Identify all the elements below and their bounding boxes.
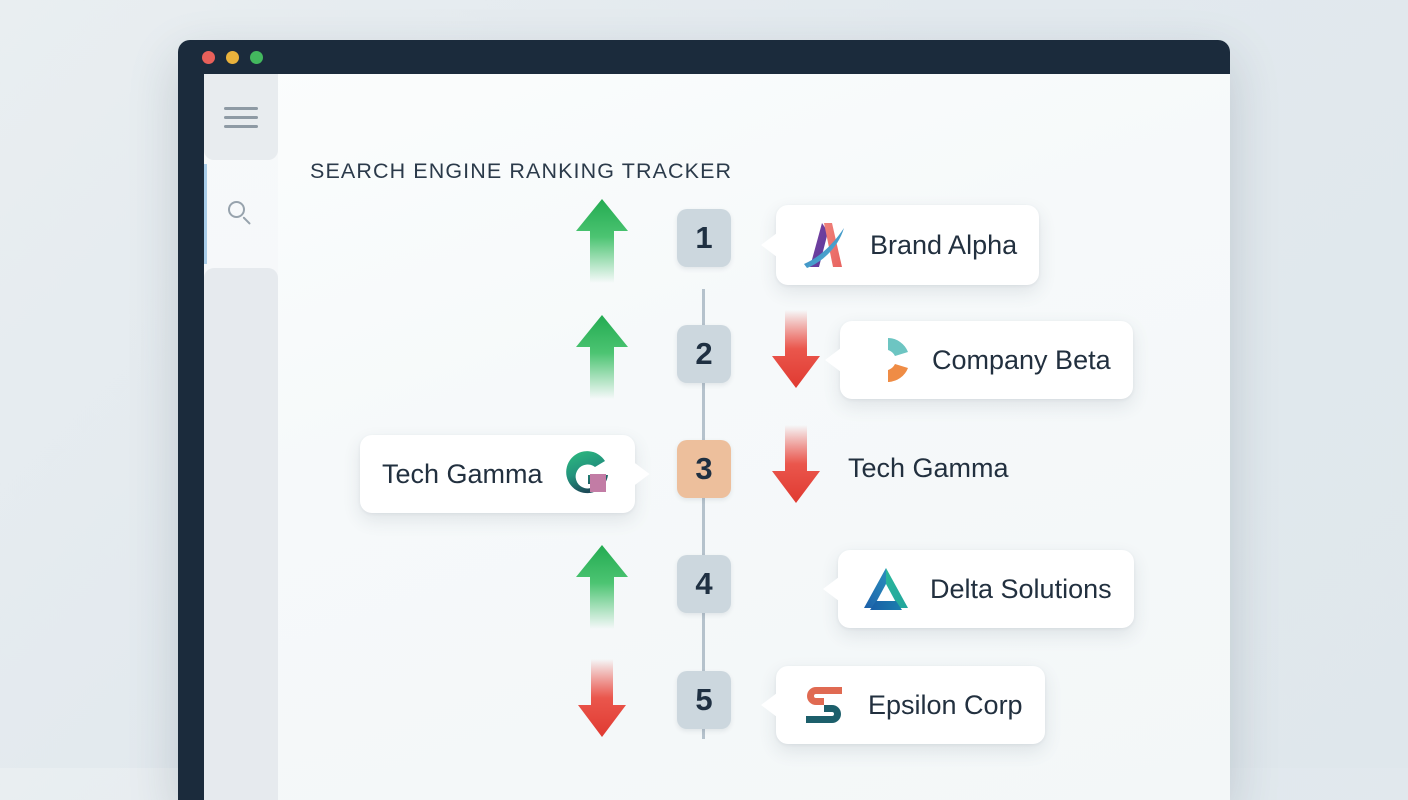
page-title: SEARCH ENGINE RANKING TRACKER <box>310 159 733 183</box>
ranking-card-company-beta[interactable]: Company Beta <box>840 321 1133 399</box>
ranking-rail <box>702 289 705 739</box>
trend-down-icon <box>770 423 822 505</box>
ranking-plain-label-tech-gamma: Tech Gamma <box>848 453 1009 483</box>
sidebar-item-search[interactable] <box>204 164 278 264</box>
ranking-card-tech-gamma[interactable]: Tech Gamma <box>360 435 635 513</box>
ranking-card-label: Epsilon Corp <box>868 689 1023 720</box>
ranking-card-label: Company Beta <box>932 344 1111 375</box>
ranking-row-3: Tech Gamma <box>278 425 1230 513</box>
hamburger-icon <box>224 101 258 134</box>
close-window-button[interactable] <box>202 50 215 64</box>
rank-badge[interactable]: 4 <box>677 555 731 613</box>
tech-gamma-logo <box>561 448 613 500</box>
ranking-row-4: 4 <box>278 545 1230 629</box>
ranking-card-label: Tech Gamma <box>382 458 543 489</box>
trend-up-icon <box>574 197 630 285</box>
search-icon <box>228 201 254 227</box>
browser-window: SEARCH ENGINE RANKING TRACKER <box>178 40 1230 800</box>
maximize-window-button[interactable] <box>250 50 263 64</box>
ranking-card-delta-solutions[interactable]: Delta Solutions <box>838 550 1134 628</box>
sidebar-panel-lower[interactable] <box>204 268 278 800</box>
window-content: SEARCH ENGINE RANKING TRACKER <box>204 74 1230 800</box>
sidebar-active-accent <box>204 164 207 264</box>
ranking-card-label: Brand Alpha <box>870 229 1018 260</box>
ranking-card-epsilon-corp[interactable]: Epsilon Corp <box>776 666 1045 744</box>
trend-up-icon <box>574 313 630 401</box>
sidebar <box>204 74 278 800</box>
rank-badge[interactable]: 1 <box>677 209 731 267</box>
rank-badge[interactable]: 3 <box>677 440 731 498</box>
company-beta-logo <box>862 334 914 386</box>
trend-down-icon <box>770 308 822 390</box>
ranking-card-label: Delta Solutions <box>930 573 1112 604</box>
ranking-row-1: 1 <box>278 199 1230 285</box>
brand-alpha-logo <box>798 218 852 272</box>
ranking-row-2: 2 <box>278 310 1230 399</box>
delta-solutions-logo <box>860 563 912 615</box>
epsilon-corp-logo <box>798 679 850 731</box>
rank-badge[interactable]: 2 <box>677 325 731 383</box>
trend-down-icon <box>576 657 628 739</box>
minimize-window-button[interactable] <box>226 50 239 64</box>
rank-badge[interactable]: 5 <box>677 671 731 729</box>
trend-up-icon <box>574 543 630 631</box>
window-titlebar <box>178 40 1230 74</box>
sidebar-item-menu[interactable] <box>204 74 278 160</box>
ranking-card-brand-alpha[interactable]: Brand Alpha <box>776 205 1040 285</box>
ranking-row-5: 5 Epsilon Corp <box>278 659 1230 744</box>
main-content: SEARCH ENGINE RANKING TRACKER <box>278 74 1230 800</box>
